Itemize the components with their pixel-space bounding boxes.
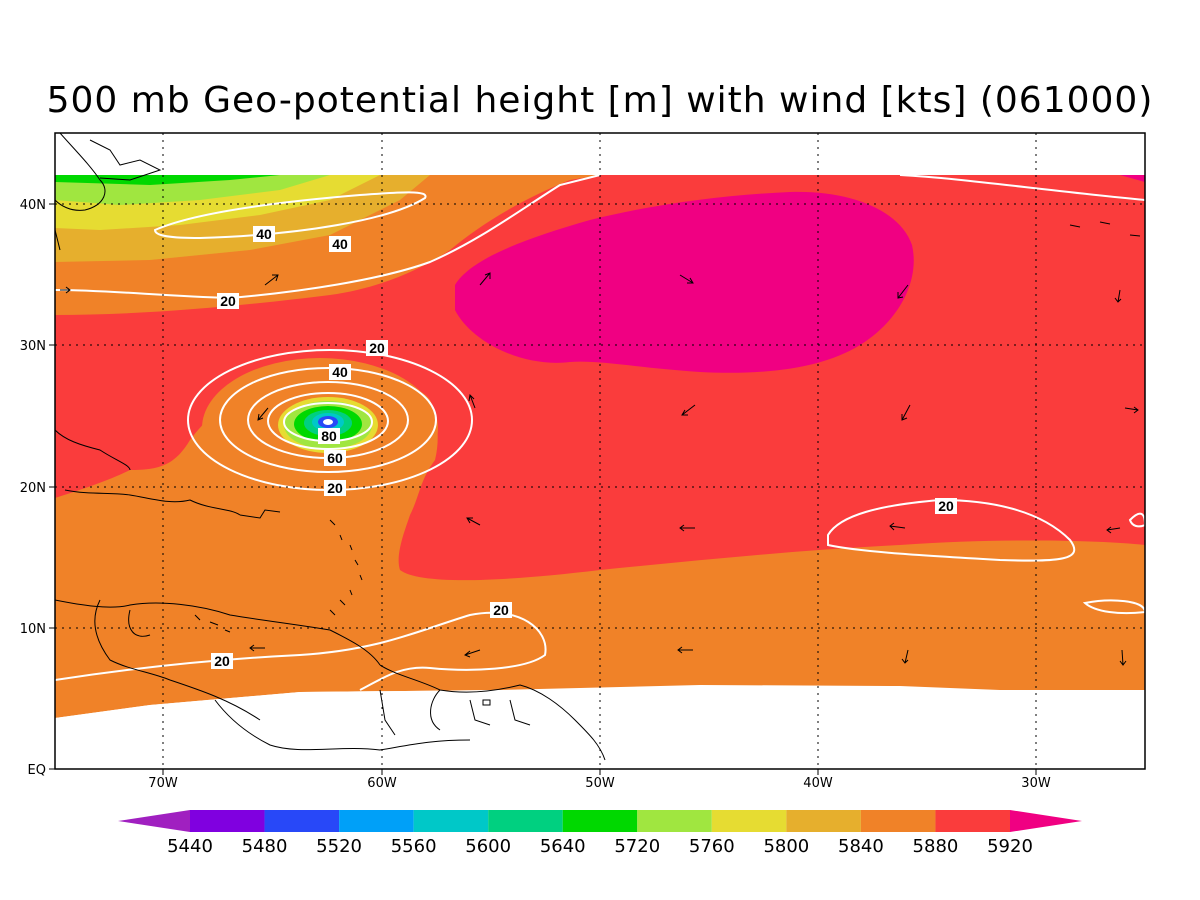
contour-label: 20 — [493, 602, 509, 618]
colorbar-label: 5720 — [614, 836, 660, 857]
gridlines — [55, 133, 1145, 769]
colorbar-swatch — [935, 810, 1010, 832]
fill-5640 — [55, 175, 280, 185]
x-tick-label: 40W — [803, 776, 833, 791]
colorbar-swatch — [339, 810, 414, 832]
colorbar-label: 5920 — [987, 836, 1033, 857]
colorbar-swatch — [711, 810, 787, 832]
y-tick-label: 40N — [20, 198, 46, 213]
x-tick-label: 50W — [585, 776, 615, 791]
no-data-south — [55, 685, 1145, 769]
tick-marks — [49, 203, 1037, 775]
coastlines — [55, 133, 1141, 761]
colorbar-label: 5440 — [167, 836, 213, 857]
y-tick-label: EQ — [28, 763, 46, 778]
colorbar-swatch — [562, 810, 638, 832]
colorbar-label: 5840 — [838, 836, 884, 857]
contour-label: 20 — [327, 480, 343, 496]
colorbar-swatch — [488, 810, 563, 832]
colorbar-label: 5520 — [316, 836, 362, 857]
contour-label: 40 — [256, 226, 272, 242]
colorbar-swatch — [786, 810, 861, 832]
wind-vectors — [60, 272, 1139, 666]
y-tick-label: 10N — [20, 622, 46, 637]
colorbar-swatch — [264, 810, 340, 832]
contour-label: 20 — [220, 293, 236, 309]
colorbar-label: 5560 — [391, 836, 437, 857]
y-tick-label: 30N — [20, 339, 46, 354]
colorbar-label: 5760 — [689, 836, 735, 857]
y-tick-label: 20N — [20, 481, 46, 496]
contour-labels: 40 40 20 20 40 80 60 20 20 20 20 — [211, 226, 957, 669]
colorbar-swatch — [1010, 810, 1082, 832]
contour-label: 20 — [938, 498, 954, 514]
colorbar-swatch — [860, 810, 936, 832]
colorbar: 5440 5480 5520 5560 5600 5640 5720 5760 5800 5840… — [118, 810, 1082, 857]
colorbar-label: 5880 — [913, 836, 959, 857]
colorbar-label: 5600 — [465, 836, 511, 857]
y-axis-labels: 40N 30N 20N 10N EQ — [20, 198, 46, 778]
contour-label: 40 — [332, 236, 348, 252]
chart-title: 500 mb Geo-potential height [m] with win… — [46, 80, 1154, 121]
x-tick-label: 30W — [1021, 776, 1051, 791]
contour-label: 80 — [321, 428, 337, 444]
fill-5920-east — [1120, 175, 1145, 182]
x-axis-labels: 70W 60W 50W 40W 30W — [148, 776, 1051, 791]
colorbar-swatch — [413, 810, 489, 832]
colorbar-label: 5800 — [763, 836, 809, 857]
x-tick-label: 70W — [148, 776, 178, 791]
colorbar-label: 5640 — [540, 836, 586, 857]
contour-label: 40 — [332, 364, 348, 380]
contour-label: 20 — [214, 653, 230, 669]
contour-label: 20 — [369, 340, 385, 356]
colorbar-swatch — [190, 810, 265, 832]
x-tick-label: 60W — [367, 776, 397, 791]
colorbar-swatch — [637, 810, 712, 832]
contour-label: 60 — [327, 450, 343, 466]
colorbar-swatch — [118, 810, 190, 832]
fill-5920 — [455, 191, 914, 373]
colorbar-label: 5480 — [242, 836, 288, 857]
height-field — [55, 133, 1145, 769]
